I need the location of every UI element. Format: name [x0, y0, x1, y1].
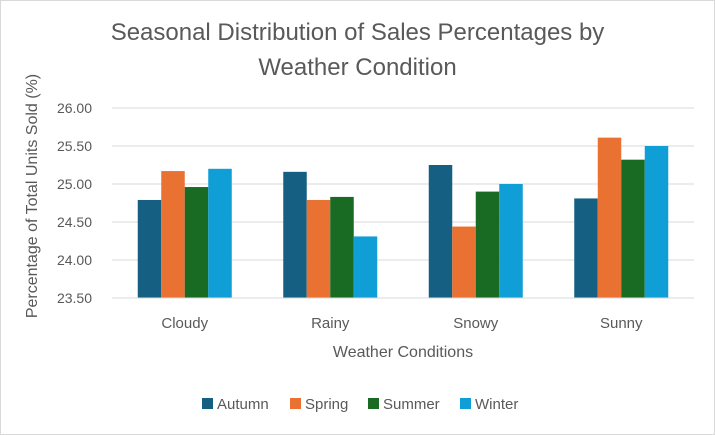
- bar-summer-sunny: [621, 159, 645, 298]
- x-axis-label: Weather Conditions: [333, 344, 473, 361]
- y-tick-label: 24.00: [57, 252, 92, 268]
- bar-autumn-cloudy: [137, 199, 162, 298]
- x-tick-label: Cloudy: [161, 315, 208, 332]
- x-tick-label: Sunny: [600, 315, 643, 332]
- x-axis-ticks: Cloudy Rainy Snowy Sunny: [161, 315, 643, 332]
- bar-spring-snowy: [452, 226, 476, 298]
- y-tick-label: 24.50: [57, 214, 92, 230]
- y-axis-ticks: 23.50 24.00 24.50 25.00 25.50 26.00: [57, 100, 92, 306]
- bar-summer-rainy: [330, 196, 354, 298]
- bar-winter-sunny: [644, 146, 669, 298]
- y-tick-label: 26.00: [57, 100, 92, 116]
- y-axis-label: Percentage of Total Units Sold (%): [24, 74, 41, 318]
- legend-swatch-spring: [290, 398, 301, 409]
- bar-winter-snowy: [499, 184, 523, 298]
- bar-summer-snowy: [475, 191, 500, 298]
- legend-swatch-winter: [460, 398, 471, 409]
- chart-title-line-1: Seasonal Distribution of Sales Percentag…: [110, 19, 605, 46]
- bar-winter-rainy: [353, 236, 378, 298]
- bar-spring-sunny: [597, 137, 622, 298]
- legend-label-summer: Summer: [383, 396, 440, 413]
- bar-spring-cloudy: [161, 171, 185, 298]
- x-tick-label: Snowy: [453, 315, 499, 332]
- chart-title-line-2: Weather Condition: [258, 54, 457, 81]
- bar-winter-cloudy: [208, 168, 232, 298]
- legend-label-spring: Spring: [305, 396, 348, 413]
- y-tick-label: 25.50: [57, 138, 92, 154]
- x-tick-label: Rainy: [311, 315, 350, 332]
- legend: Autumn Spring Summer Winter: [202, 396, 518, 413]
- bar-summer-cloudy: [184, 187, 209, 298]
- bars: [137, 137, 669, 298]
- legend-swatch-autumn: [202, 398, 213, 409]
- legend-label-autumn: Autumn: [217, 396, 269, 413]
- legend-swatch-summer: [368, 398, 379, 409]
- bar-autumn-rainy: [283, 171, 307, 298]
- bar-autumn-snowy: [428, 165, 453, 298]
- bar-spring-rainy: [306, 199, 331, 298]
- y-tick-label: 23.50: [57, 290, 92, 306]
- legend-label-winter: Winter: [475, 396, 518, 413]
- bar-autumn-sunny: [574, 198, 598, 298]
- y-tick-label: 25.00: [57, 176, 92, 192]
